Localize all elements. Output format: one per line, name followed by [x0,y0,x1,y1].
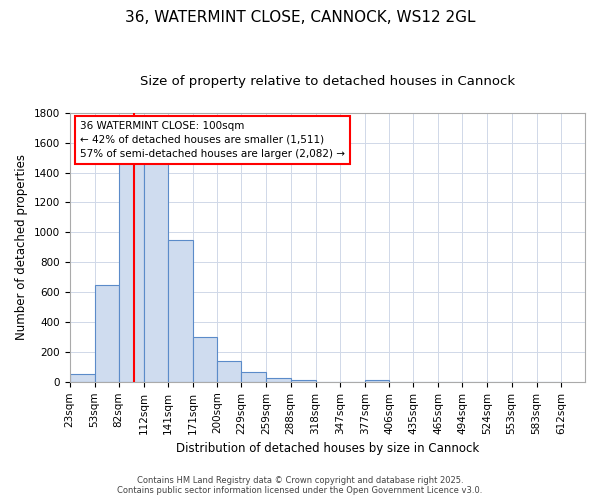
Bar [241,372,266,382]
Bar [193,337,217,382]
Bar [168,240,193,382]
Bar [95,284,119,382]
Bar [217,361,241,382]
Text: 36 WATERMINT CLOSE: 100sqm
← 42% of detached houses are smaller (1,511)
57% of s: 36 WATERMINT CLOSE: 100sqm ← 42% of deta… [80,121,345,159]
X-axis label: Distribution of detached houses by size in Cannock: Distribution of detached houses by size … [176,442,479,455]
Y-axis label: Number of detached properties: Number of detached properties [15,154,28,340]
Bar [144,158,168,382]
Bar [290,380,316,382]
Text: Contains HM Land Registry data © Crown copyright and database right 2025.
Contai: Contains HM Land Registry data © Crown c… [118,476,482,495]
Bar [266,378,290,382]
Bar [70,374,95,382]
Bar [119,158,144,382]
Text: 36, WATERMINT CLOSE, CANNOCK, WS12 2GL: 36, WATERMINT CLOSE, CANNOCK, WS12 2GL [125,10,475,25]
Title: Size of property relative to detached houses in Cannock: Size of property relative to detached ho… [140,75,515,88]
Bar [365,380,389,382]
